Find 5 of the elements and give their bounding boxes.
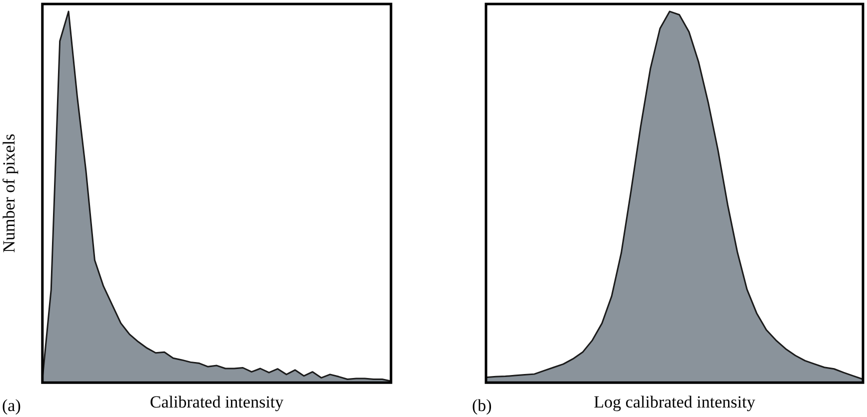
y-axis-title: Number of pixels — [0, 134, 19, 253]
x-axis-title: Calibrated intensity — [150, 392, 284, 412]
text: (a) — [2, 396, 21, 415]
x-axis-title: Log calibrated intensity — [594, 392, 756, 412]
text: (b) — [472, 396, 492, 415]
